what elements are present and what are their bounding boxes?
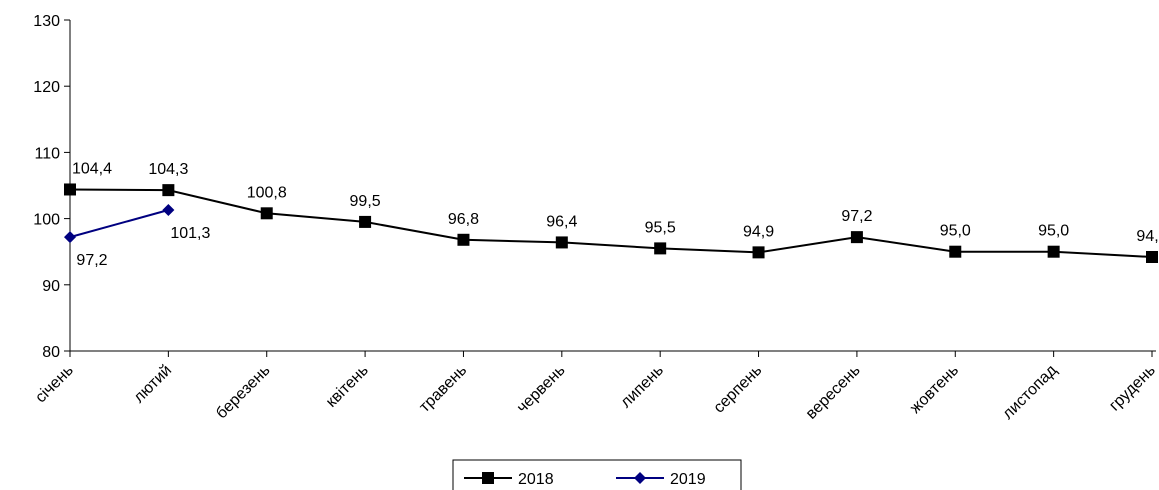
legend: 2018 2019 [452, 459, 742, 490]
x-tick-label: жовтень [907, 362, 962, 417]
data-label: 97,2 [841, 208, 872, 225]
marker [752, 246, 765, 259]
marker [949, 245, 962, 258]
marker [359, 215, 372, 228]
x-tick-label: березень [213, 362, 274, 423]
data-label: 101,3 [170, 225, 210, 242]
y-tick-label: 90 [42, 278, 60, 295]
x-tick-label: червень [514, 362, 569, 417]
data-label: 95,5 [645, 219, 676, 236]
legend-label: 2019 [670, 471, 706, 488]
data-label: 100,8 [247, 184, 287, 201]
data-label: 94,9 [743, 223, 774, 240]
marker [457, 233, 470, 246]
marker [162, 203, 175, 216]
data-label: 96,4 [546, 213, 577, 230]
marker [260, 207, 273, 220]
series-line [69, 209, 169, 239]
marker [1047, 245, 1060, 258]
data-label: 99,5 [350, 193, 381, 210]
data-label: 96,8 [448, 211, 479, 228]
data-label: 104,3 [148, 161, 188, 178]
legend-box [452, 459, 742, 490]
y-tick-label: 110 [34, 145, 60, 162]
marker [850, 231, 863, 244]
legend-label: 2018 [518, 471, 554, 488]
marker [64, 231, 76, 244]
x-tick-label: грудень [1106, 362, 1159, 415]
marker [1146, 250, 1158, 263]
y-tick-label: 120 [33, 79, 60, 96]
x-tick-label: серпень [711, 362, 766, 417]
y-tick-label: 80 [42, 344, 60, 361]
data-label: 95,0 [1038, 223, 1069, 240]
y-tick-label: 130 [33, 13, 60, 30]
x-tick-label: травень [416, 362, 470, 416]
marker [654, 242, 667, 255]
legend-marker [482, 472, 494, 484]
data-label: 97,2 [76, 252, 107, 269]
y-tick-label: 100 [33, 212, 60, 229]
x-tick-label: січень [32, 362, 77, 407]
x-tick-label: квітень [323, 362, 372, 411]
data-label: 95,0 [940, 223, 971, 240]
x-tick-label: вересень [803, 362, 864, 423]
marker [162, 184, 175, 197]
marker [555, 236, 568, 249]
series-line [69, 188, 1153, 258]
marker [64, 183, 76, 196]
x-tick-label: липень [618, 362, 668, 412]
legend-marker [634, 472, 646, 484]
data-label: 94,2 [1136, 228, 1159, 245]
data-label: 104,4 [72, 160, 112, 177]
x-tick-label: листопад [999, 361, 1060, 422]
x-tick-label: лютий [131, 362, 176, 407]
